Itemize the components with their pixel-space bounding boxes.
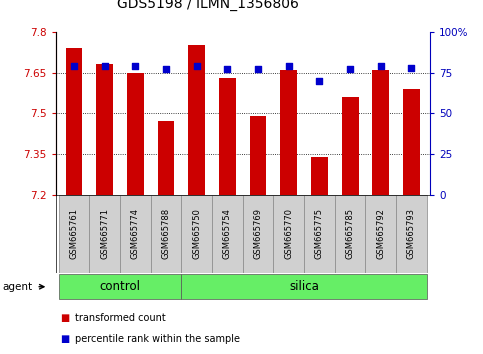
Point bbox=[131, 63, 139, 69]
Bar bbox=[335, 195, 366, 273]
Text: control: control bbox=[99, 280, 141, 293]
Bar bbox=[280, 70, 297, 195]
Bar bbox=[366, 195, 396, 273]
Text: GSM665775: GSM665775 bbox=[315, 208, 324, 259]
Bar bbox=[89, 195, 120, 273]
Point bbox=[315, 78, 323, 84]
Point bbox=[101, 63, 109, 69]
Point bbox=[285, 63, 293, 69]
Text: ■: ■ bbox=[60, 334, 70, 344]
Bar bbox=[311, 157, 328, 195]
Text: GDS5198 / ILMN_1356806: GDS5198 / ILMN_1356806 bbox=[117, 0, 298, 11]
Text: GSM665788: GSM665788 bbox=[161, 208, 170, 259]
Text: GSM665774: GSM665774 bbox=[131, 208, 140, 259]
Point bbox=[408, 65, 415, 70]
Bar bbox=[181, 274, 427, 299]
Bar bbox=[188, 45, 205, 195]
Text: GSM665785: GSM665785 bbox=[346, 208, 355, 259]
Bar bbox=[372, 70, 389, 195]
Text: percentile rank within the sample: percentile rank within the sample bbox=[75, 334, 240, 344]
Text: silica: silica bbox=[289, 280, 319, 293]
Bar bbox=[157, 121, 174, 195]
Text: GSM665754: GSM665754 bbox=[223, 208, 232, 259]
Text: GSM665761: GSM665761 bbox=[70, 208, 78, 259]
Point bbox=[254, 67, 262, 72]
Point bbox=[70, 63, 78, 69]
Bar bbox=[120, 195, 151, 273]
Bar bbox=[212, 195, 243, 273]
Text: transformed count: transformed count bbox=[75, 313, 166, 323]
Text: GSM665792: GSM665792 bbox=[376, 208, 385, 259]
Text: GSM665750: GSM665750 bbox=[192, 208, 201, 259]
Bar bbox=[396, 195, 427, 273]
Bar bbox=[341, 97, 358, 195]
Text: GSM665769: GSM665769 bbox=[254, 208, 263, 259]
Text: GSM665770: GSM665770 bbox=[284, 208, 293, 259]
Point bbox=[162, 67, 170, 72]
Text: ■: ■ bbox=[60, 313, 70, 323]
Bar bbox=[273, 195, 304, 273]
Text: GSM665793: GSM665793 bbox=[407, 208, 416, 259]
Text: agent: agent bbox=[2, 282, 32, 292]
Point bbox=[377, 63, 384, 69]
Bar bbox=[250, 116, 267, 195]
Bar bbox=[58, 195, 89, 273]
Bar bbox=[243, 195, 273, 273]
Bar bbox=[127, 73, 144, 195]
Bar bbox=[403, 89, 420, 195]
Point bbox=[346, 67, 354, 72]
Bar bbox=[96, 64, 113, 195]
Point bbox=[193, 63, 200, 69]
Bar bbox=[219, 78, 236, 195]
Point bbox=[224, 67, 231, 72]
Text: GSM665771: GSM665771 bbox=[100, 208, 109, 259]
Bar bbox=[66, 48, 83, 195]
Bar bbox=[151, 195, 181, 273]
Bar bbox=[181, 195, 212, 273]
Bar bbox=[304, 195, 335, 273]
Bar bbox=[58, 274, 181, 299]
